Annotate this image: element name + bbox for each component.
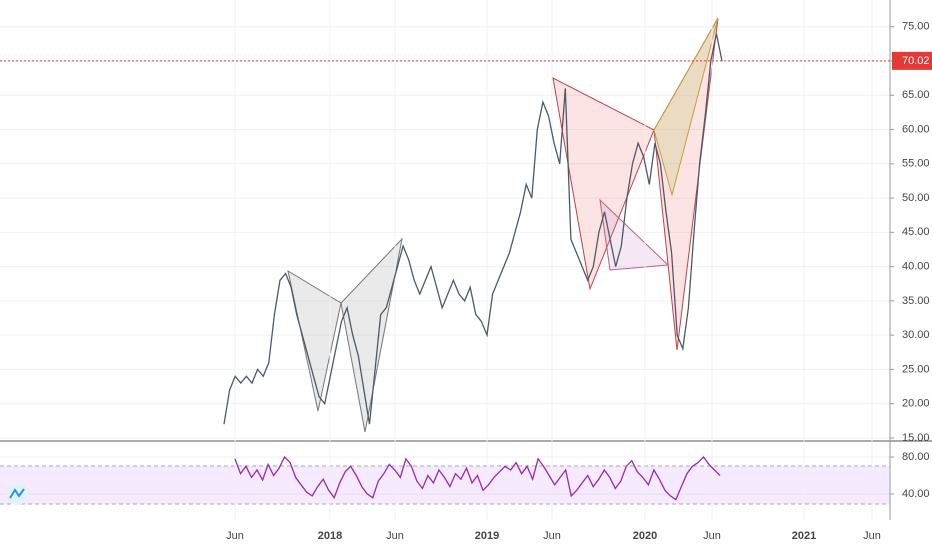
- y-tick-label: 25.00: [902, 363, 930, 375]
- last-price-box: [892, 51, 932, 70]
- x-tick-label: Jun: [226, 530, 244, 542]
- y-tick-label: 45.00: [902, 226, 930, 238]
- x-tick-label: Jun: [863, 530, 881, 542]
- y-tick-label: 20.00: [902, 398, 930, 410]
- harmonic-patterns: [287, 17, 719, 433]
- y-tick-label: 35.00: [902, 295, 930, 307]
- x-tick-label: 2018: [318, 530, 342, 542]
- y-tick-label: 55.00: [902, 158, 930, 170]
- x-tick-label: 2019: [475, 530, 499, 542]
- y-tick-label: 40.00: [902, 488, 930, 500]
- series-line: [234, 455, 721, 501]
- pattern: [340, 237, 403, 433]
- y-tick-label: 65.00: [902, 89, 930, 101]
- y-tick-label: 40.00: [902, 261, 930, 273]
- last-price-label: 70.02: [902, 55, 930, 67]
- y-tick-label: 15.00: [902, 432, 930, 444]
- pattern: [599, 198, 670, 271]
- rsi-band: [0, 466, 890, 504]
- logo-mark: [9, 488, 25, 499]
- x-tick-label: 2021: [792, 530, 816, 542]
- x-tick-label: 2020: [633, 530, 657, 542]
- series-line: [223, 33, 723, 425]
- x-tick-label: Jun: [543, 530, 561, 542]
- x-tick-label: Jun: [703, 530, 721, 542]
- pattern: [653, 17, 719, 197]
- pattern: [552, 77, 655, 291]
- y-tick-label: 75.00: [902, 21, 930, 33]
- y-tick-label: 50.00: [902, 192, 930, 204]
- x-tick-label: Jun: [386, 530, 404, 542]
- y-tick-label: 80.00: [902, 451, 930, 463]
- y-tick-label: 30.00: [902, 329, 930, 341]
- y-tick-label: 60.00: [902, 123, 930, 135]
